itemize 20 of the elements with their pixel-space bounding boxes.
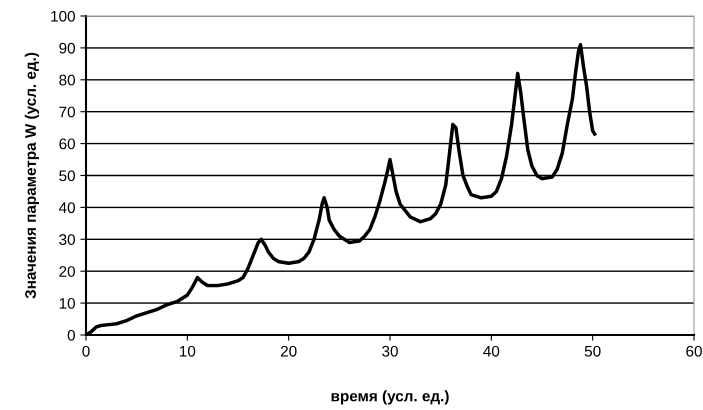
x-tick-label: 20 [280, 346, 297, 357]
x-tick-label: 50 [584, 346, 601, 357]
x-tick-label: 60 [686, 346, 702, 357]
x-tick-label: 0 [82, 346, 90, 357]
x-axis-title: время (усл. ед.) [332, 390, 449, 404]
y-tick-label: 40 [58, 202, 75, 214]
y-tick-label: 90 [59, 42, 75, 54]
y-tick-label: 50 [59, 170, 75, 182]
y-axis-title: Значения параметра W (усл. ед.) [24, 52, 39, 299]
y-tick-label: 70 [59, 106, 75, 118]
y-tick-label: 80 [59, 74, 75, 86]
y-tick-label: 30 [59, 234, 75, 245]
x-tick-label: 30 [382, 346, 398, 357]
y-tick-label: 20 [59, 266, 75, 277]
y-tick-label: 0 [68, 330, 75, 341]
x-tick-label: 40 [483, 346, 500, 357]
y-tick-label: 60 [59, 138, 75, 150]
x-tick-label: 10 [180, 346, 196, 357]
y-tick-label: 10 [60, 298, 75, 309]
y-tick-label: 100 [51, 10, 75, 22]
